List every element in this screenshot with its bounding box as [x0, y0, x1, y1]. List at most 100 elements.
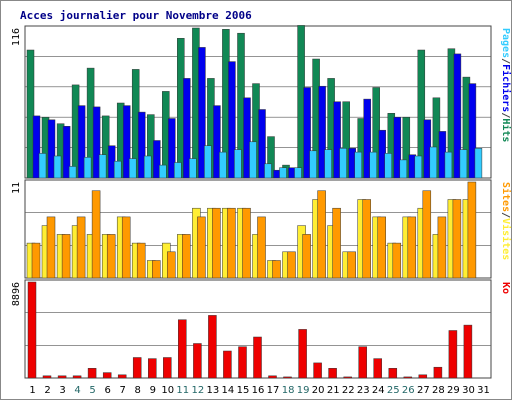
bar-sites-day-2: [46, 216, 56, 279]
bar-fichiers-day-2: [47, 119, 56, 179]
bar-pages-day-15: [249, 141, 257, 179]
bar-sites-day-19: [302, 234, 311, 279]
bar-pages-day-10: [174, 162, 182, 179]
bar-sites-day-1: [31, 242, 41, 279]
panel-legend: Sites/Visites: [500, 182, 512, 260]
bar-fichiers-day-29: [453, 53, 462, 179]
bar-pages-day-22: [354, 151, 362, 179]
x-tick-label: 2: [44, 385, 50, 396]
bar-sites-day-10: [167, 251, 176, 279]
bar-ko-day-3: [57, 375, 67, 379]
bar-ko-day-22: [343, 376, 352, 379]
bar-pages-day-8: [143, 155, 152, 179]
panel-visits: 11 Sites/Visites: [11, 179, 512, 279]
bar-ko-day-21: [328, 368, 337, 379]
bar-ko-day-6: [102, 372, 112, 379]
bar-sites-day-17: [272, 260, 281, 279]
bar-ko-day-1: [27, 281, 37, 379]
bar-pages-day-7: [128, 158, 137, 179]
bar-fichiers-day-7: [122, 105, 131, 179]
x-tick-label: 8: [135, 385, 141, 396]
x-tick-label: 24: [372, 385, 385, 396]
bar-ko-day-28: [433, 366, 443, 379]
x-tick-label: 28: [432, 385, 445, 396]
bar-ko-day-26: [403, 376, 413, 379]
x-tick-label: 7: [120, 385, 126, 396]
bar-pages-day-26: [414, 155, 423, 179]
bar-pages-day-11: [189, 158, 197, 179]
bar-sites-day-28: [437, 216, 447, 279]
bar-fichiers-day-25: [393, 116, 402, 179]
bar-fichiers-day-12: [198, 47, 206, 179]
bar-sites-day-18: [287, 251, 296, 279]
bar-sites-day-9: [152, 260, 161, 279]
bar-ko-day-4: [72, 375, 82, 379]
bar-pages-day-18: [294, 167, 302, 179]
panel-legend: Pages/Fichiers/Hits: [500, 28, 512, 142]
bar-pages-day-21: [339, 148, 347, 179]
legend-entry: /: [500, 58, 511, 64]
bar-sites-day-22: [347, 251, 356, 279]
bar-fichiers-day-8: [137, 111, 146, 179]
bar-fichiers-day-3: [62, 126, 71, 179]
legend-entry: Visites: [500, 218, 512, 260]
x-tick-label: 14: [222, 385, 235, 396]
bar-ko-day-19: [298, 329, 307, 379]
panel-traffic: 116 Pages/Fichiers/Hits: [11, 25, 512, 179]
legend-entry: /: [500, 112, 511, 118]
x-tick-label: 4: [74, 385, 80, 396]
x-tick-label: 10: [161, 385, 174, 396]
bar-ko-day-25: [388, 368, 398, 379]
x-tick-label: 19: [297, 385, 310, 396]
bar-ko-day-30: [463, 324, 473, 379]
bar-pages-day-3: [68, 166, 77, 179]
bar-ko-day-5: [87, 368, 97, 379]
bar-fichiers-day-4: [77, 105, 86, 179]
bar-sites-day-12: [197, 216, 206, 279]
bar-ko-day-16: [253, 336, 262, 379]
bar-sites-day-27: [422, 190, 432, 279]
x-tick-label: 12: [192, 385, 205, 396]
x-tick-label: 17: [267, 385, 280, 396]
bar-sites-day-29: [452, 199, 462, 279]
bar-pages-day-24: [384, 153, 392, 179]
legend-entry: Sites: [500, 182, 512, 212]
x-tick-label: 15: [237, 385, 250, 396]
bar-sites-day-20: [317, 190, 326, 279]
x-tick-label: 25: [387, 385, 400, 396]
bar-ko-day-9: [148, 358, 157, 379]
bar-sites-day-24: [377, 216, 386, 279]
x-tick-label: 6: [105, 385, 111, 396]
bar-ko-day-14: [223, 350, 232, 379]
bar-fichiers-day-13: [213, 105, 221, 179]
x-tick-label: 30: [462, 385, 475, 396]
x-axis-day-labels: 1 2 3 4 5 6 7 8 9 10 11 12 13 14 15 16 17 18 19 20 21 22 23 24 2…: [29, 385, 490, 396]
x-tick-label: 26: [402, 385, 415, 396]
bar-pages-day-14: [234, 149, 242, 179]
bar-pages-day-2: [53, 155, 62, 179]
bar-ko-day-24: [373, 358, 382, 379]
y-max-label: 116: [11, 28, 22, 46]
x-tick-label: 11: [176, 385, 189, 396]
bar-sites-day-30: [467, 181, 477, 279]
bar-ko-day-13: [208, 315, 217, 379]
bar-sites-day-15: [242, 207, 251, 279]
bar-pages-day-27: [429, 146, 438, 179]
bar-pages-day-30: [474, 148, 483, 179]
bar-ko-day-20: [313, 362, 322, 379]
bar-hits-day-1: [26, 49, 35, 179]
bar-pages-day-17: [279, 167, 287, 179]
bar-fichiers-day-9: [153, 140, 161, 179]
bar-ko-day-8: [132, 357, 142, 379]
bar-sites-day-16: [257, 216, 266, 279]
chart-title: Acces journalier pour Novembre 2006: [20, 9, 252, 22]
bar-ko-day-17: [268, 375, 277, 379]
bar-ko-day-27: [418, 374, 428, 379]
panel-kb: 8896 Ko: [11, 279, 511, 379]
bar-pages-day-1: [38, 153, 47, 179]
bar-ko-day-18: [283, 376, 292, 379]
bar-ko-day-7: [117, 374, 127, 379]
bar-sites-day-7: [121, 216, 131, 279]
panel-legend: Ko: [500, 282, 511, 294]
